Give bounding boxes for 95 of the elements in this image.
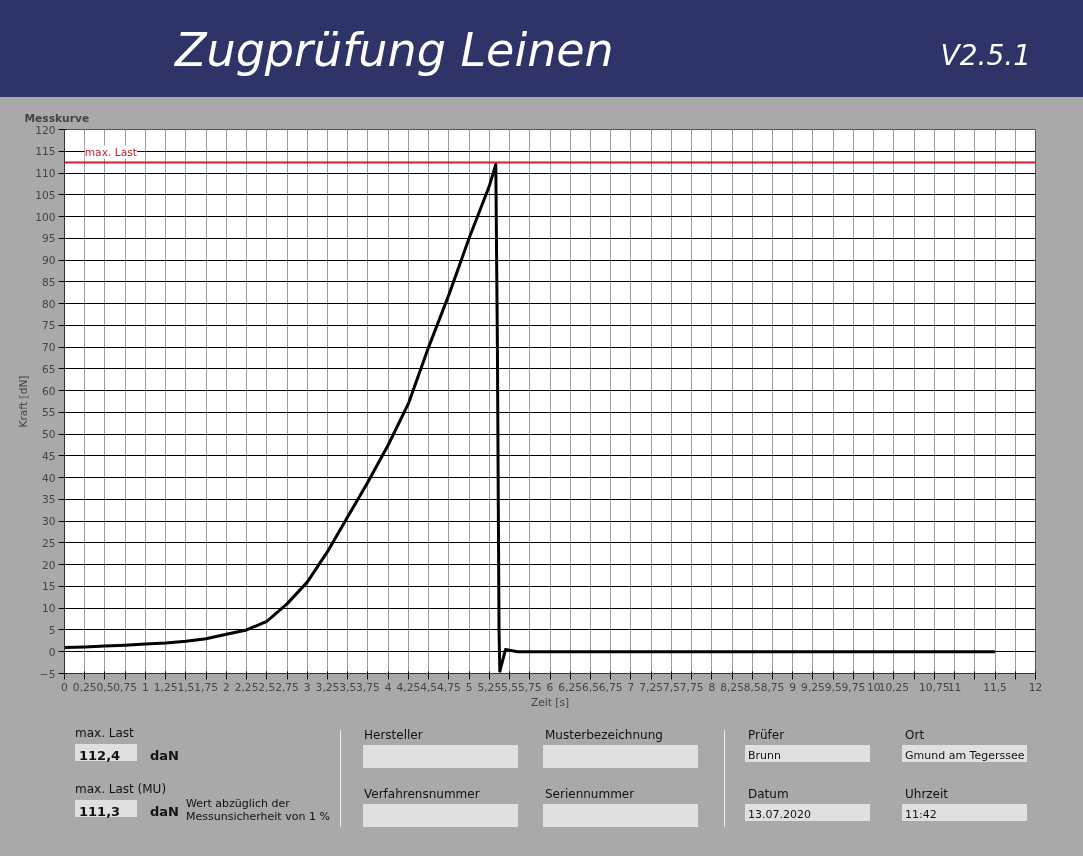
x-tick-label: 6,75 <box>598 680 623 694</box>
x-tick-label: 0,25 <box>72 680 97 694</box>
text: Verfahrensnummer <box>364 786 480 803</box>
x-tick-label: 5,5 <box>501 680 519 694</box>
x-tick-label: 8,5 <box>743 680 761 694</box>
text: Brunn <box>745 745 870 762</box>
text: max. Last (MU) <box>75 781 167 798</box>
text: 11:42 <box>902 804 1027 821</box>
y-tick-label: 40 <box>41 471 56 485</box>
chart-subtitle: V2.5.1 <box>940 38 1031 74</box>
x-tick-label: 8 <box>708 680 716 694</box>
x-tick-label: 5,25 <box>477 680 502 694</box>
x-tick-label: 1,5 <box>177 680 195 694</box>
x-axis-title: Zeit [s] <box>530 695 570 709</box>
x-tick-label: 9,75 <box>841 680 866 694</box>
x-tick-label: 6,5 <box>581 680 599 694</box>
y-tick-label: 75 <box>41 319 56 333</box>
y-tick-label: 5 <box>48 623 56 637</box>
x-tick-label: 5 <box>465 680 473 694</box>
text: max. Last <box>75 725 134 742</box>
x-tick-label: 2 <box>222 680 230 694</box>
x-tick-label: 4,5 <box>420 680 438 694</box>
x-tick-label: 4 <box>384 680 392 694</box>
x-tick-label: 4,75 <box>436 680 461 694</box>
x-tick-label: 3,5 <box>339 680 357 694</box>
y-tick-label: 65 <box>41 362 56 376</box>
x-tick-label: 12 <box>1028 680 1043 694</box>
y-tick-label: 60 <box>41 384 56 398</box>
text: Uhrzeit <box>905 786 949 803</box>
text: daN <box>150 803 179 821</box>
x-tick-label: 7,5 <box>662 680 680 694</box>
x-tick-label: 3,25 <box>315 680 340 694</box>
y-tick-label: 110 <box>35 167 56 181</box>
x-tick-label: 1 <box>142 680 149 694</box>
x-tick-label: 10,75 <box>919 680 950 694</box>
x-tick-label: 8,75 <box>760 680 785 694</box>
y-tick-label: 15 <box>41 580 56 594</box>
y-axis-title: Kraft [dN] <box>17 375 31 428</box>
x-tick-label: 7 <box>627 680 635 694</box>
text: Seriennummer <box>545 786 635 803</box>
x-tick-label: 6 <box>546 680 554 694</box>
y-tick-label: 45 <box>41 449 56 463</box>
text: 13.07.2020 <box>745 804 870 821</box>
x-tick-label: 1,75 <box>194 680 218 694</box>
text: 111,3 <box>75 800 137 819</box>
x-tick-label: 11,5 <box>983 680 1007 694</box>
x-tick-label: 9 <box>789 680 797 694</box>
y-tick-label: 70 <box>41 341 56 355</box>
y-tick-label: 30 <box>41 515 56 529</box>
x-tick-label: 0,5 <box>96 680 114 694</box>
x-tick-label: 2,75 <box>275 680 299 694</box>
y-tick-label: 100 <box>35 210 56 224</box>
x-tick-label: 7,25 <box>639 680 664 694</box>
x-tick-label: 9,5 <box>824 680 842 694</box>
x-tick-label: 2,5 <box>258 680 276 694</box>
x-tick-label: 3 <box>303 680 311 694</box>
y-tick-label: 105 <box>35 188 56 202</box>
y-tick-label: 120 <box>35 123 56 137</box>
text: Hersteller <box>364 727 423 744</box>
y-tick-label: 0 <box>48 645 56 659</box>
x-tick-label: 7,75 <box>679 680 704 694</box>
text: Wert abzüglich der Messunsicherheit von 1 % <box>186 797 331 823</box>
x-tick-label: 10 <box>866 680 881 694</box>
y-tick-label: 95 <box>41 232 56 246</box>
x-tick-label: 6,25 <box>558 680 583 694</box>
text: daN <box>150 747 179 765</box>
y-tick-label: 90 <box>41 254 56 268</box>
y-tick-label: 35 <box>41 493 56 507</box>
x-tick-label: 8,25 <box>720 680 744 694</box>
ref-line-label: max. Last <box>84 145 137 159</box>
y-tick-label: 10 <box>41 602 56 616</box>
y-tick-label: 50 <box>41 428 56 442</box>
x-tick-label: 2,25 <box>234 680 259 694</box>
y-tick-label: 25 <box>41 536 56 550</box>
text: Messkurve <box>24 111 90 125</box>
chart-title: Zugprüfung Leinen <box>175 22 614 79</box>
text: 112,4 <box>75 744 137 763</box>
x-tick-label: 9,25 <box>801 680 825 694</box>
y-tick-label: 55 <box>41 406 56 420</box>
text: Datum <box>748 786 789 803</box>
text: Musterbezeichnung <box>545 727 663 744</box>
y-tick-label: 115 <box>35 145 56 159</box>
x-tick-label: 5,75 <box>517 680 542 694</box>
x-tick-label: 1,25 <box>153 680 178 694</box>
y-tick-label: 20 <box>41 558 56 572</box>
text: Ort <box>905 727 925 744</box>
x-tick-label: 4,25 <box>396 680 421 694</box>
x-tick-label: 3,75 <box>356 680 380 694</box>
y-tick-label: 85 <box>41 275 56 289</box>
x-tick-label: 0,75 <box>113 680 138 694</box>
y-tick-label: −5 <box>39 667 56 681</box>
y-tick-label: 80 <box>41 297 56 311</box>
text: Prüfer <box>748 727 785 744</box>
text: Gmund am Tegerssee <box>902 745 1027 762</box>
x-tick-label: 0 <box>61 680 69 694</box>
